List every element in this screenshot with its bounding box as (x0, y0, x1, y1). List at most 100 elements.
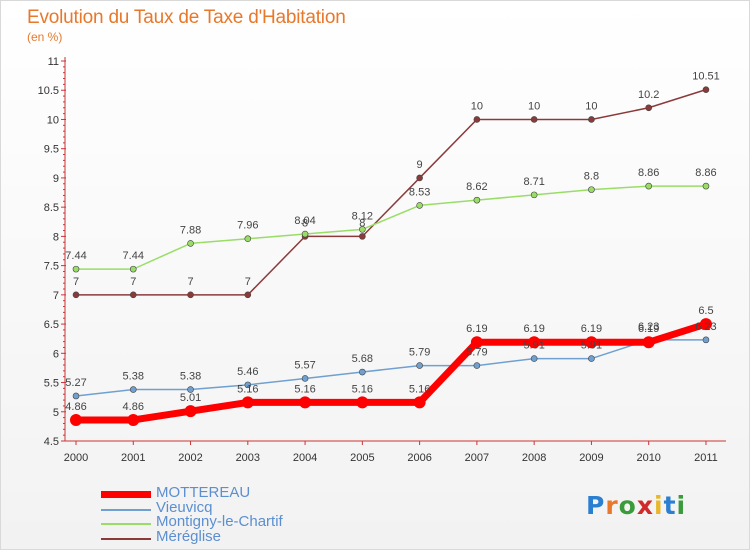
data-point (588, 186, 595, 193)
proxiti-logo: Proxiti (586, 491, 686, 520)
data-point (416, 174, 423, 182)
data-point (470, 336, 483, 349)
data-label: 7.88 (180, 224, 201, 236)
data-label: 7.44 (123, 250, 144, 262)
data-point (530, 191, 538, 199)
y-tick-label: 9.5 (44, 144, 59, 156)
data-label: 4.86 (123, 401, 144, 413)
data-point (645, 104, 653, 112)
logo-letter: x (636, 491, 654, 520)
data-label: 7 (130, 276, 136, 288)
logo-letter: i (676, 491, 687, 520)
legend-swatch (101, 491, 151, 498)
x-tick-label: 2004 (293, 452, 317, 464)
data-label: 5.16 (237, 383, 258, 395)
data-point (473, 116, 481, 123)
x-tick-label: 2000 (64, 452, 88, 464)
data-label: 5.57 (294, 359, 315, 371)
data-point (699, 318, 712, 331)
data-label: 6.19 (523, 323, 544, 335)
y-tick-label: 4.5 (44, 436, 59, 448)
data-label: 8.53 (409, 186, 430, 198)
x-tick-label: 2011 (694, 452, 718, 464)
data-label: 5.27 (65, 377, 86, 389)
series-line (75, 339, 706, 397)
data-label: 5.01 (180, 392, 201, 404)
data-label: 6.19 (466, 323, 487, 335)
data-point (359, 233, 366, 240)
data-point (530, 355, 538, 362)
legend-swatch (101, 538, 151, 540)
data-label: 8.86 (695, 167, 716, 179)
x-tick-label: 2005 (350, 452, 374, 464)
data-label: 5.91 (523, 340, 544, 352)
data-point (356, 396, 369, 409)
data-point (301, 230, 309, 238)
data-point (244, 291, 252, 299)
y-tick-label: 7.5 (44, 261, 59, 273)
data-point (702, 86, 710, 93)
data-label: 5.91 (581, 340, 602, 352)
data-point (70, 413, 82, 426)
data-label: 5.16 (352, 383, 373, 395)
legend-label: Méréglise (156, 528, 222, 545)
logo-letter: o (618, 491, 637, 520)
data-label: 7.96 (237, 220, 258, 232)
x-tick-label: 2006 (407, 452, 431, 464)
data-point (241, 396, 254, 409)
data-label: 5.79 (409, 347, 430, 359)
logo-letter: r (605, 491, 619, 520)
data-point (473, 362, 481, 369)
data-point (585, 336, 598, 349)
data-point (702, 336, 710, 344)
data-point (129, 291, 137, 299)
y-tick-label: 7 (53, 290, 59, 302)
y-tick-label: 6 (53, 348, 59, 360)
data-point (301, 375, 309, 382)
data-point (588, 116, 595, 123)
data-point (473, 196, 481, 204)
data-label: 6.19 (581, 323, 602, 335)
data-label: 5.68 (352, 353, 373, 365)
data-label: 8.04 (294, 215, 315, 227)
logo-letter: i (654, 491, 664, 520)
data-label: 8.86 (638, 167, 659, 179)
data-point (416, 202, 423, 209)
legend-label: Vieuvicq (156, 499, 213, 516)
series-line (76, 185, 706, 270)
data-label: 7 (245, 276, 251, 288)
legend-swatch (101, 509, 151, 511)
data-point (530, 116, 538, 123)
data-point (702, 182, 710, 190)
data-point (299, 396, 312, 409)
chart-title: Evolution du Taux de Taxe d'Habitation (27, 7, 346, 28)
data-label: 8.71 (523, 176, 544, 188)
data-point (72, 392, 80, 400)
y-tick-label: 10 (47, 114, 59, 126)
data-point (184, 405, 197, 418)
data-label: 9 (417, 159, 423, 171)
data-point (72, 265, 80, 273)
data-point (187, 240, 194, 247)
data-label: 6.19 (638, 323, 659, 335)
chart-unit: (en %) (27, 30, 63, 44)
x-tick-label: 2008 (522, 452, 546, 464)
data-label: 5.79 (466, 347, 487, 359)
y-tick-label: 11 (48, 56, 59, 68)
data-label: 5.38 (123, 371, 144, 383)
series-line (76, 320, 708, 424)
data-point (244, 381, 252, 389)
x-tick-label: 2002 (178, 452, 202, 464)
data-point (129, 386, 137, 393)
data-point (187, 291, 194, 299)
data-label: 8 (302, 217, 308, 229)
y-tick-label: 6.5 (44, 319, 59, 331)
data-label: 5.16 (294, 383, 315, 395)
data-point (416, 362, 423, 369)
data-label: 8.62 (466, 181, 487, 193)
data-label: 10 (471, 100, 483, 112)
data-label: 7 (187, 276, 193, 288)
y-tick-label: 5.5 (44, 378, 59, 390)
data-point (72, 291, 80, 299)
data-label: 8.12 (352, 210, 373, 222)
